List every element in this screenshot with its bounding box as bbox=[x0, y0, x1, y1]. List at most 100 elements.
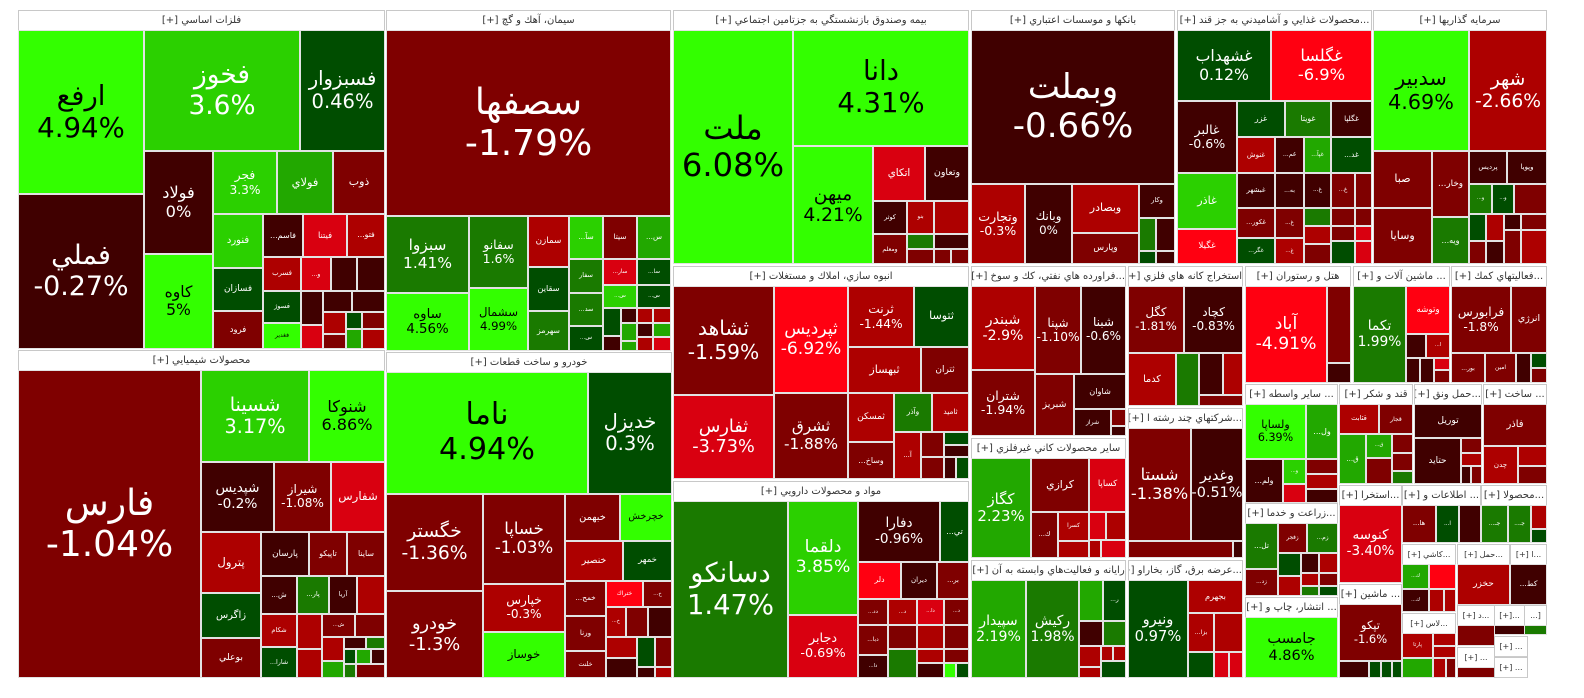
stock-tile[interactable]: اتكاي bbox=[873, 146, 925, 201]
stock-tile[interactable]: شبندر -2.9% bbox=[971, 286, 1035, 370]
stock-tile[interactable]: سفار bbox=[569, 259, 603, 293]
stock-tile[interactable]: خلنت bbox=[565, 651, 606, 678]
stock-tile-unlabeled[interactable] bbox=[1392, 471, 1413, 484]
stock-tile-unlabeled[interactable] bbox=[1319, 553, 1338, 573]
stock-tile-unlabeled[interactable] bbox=[1355, 173, 1372, 208]
stock-tile[interactable]: به... bbox=[1275, 173, 1304, 208]
stock-tile[interactable]: خ... bbox=[606, 607, 626, 637]
stock-tile[interactable]: فاسم... bbox=[263, 214, 303, 257]
sector-header[interactable]: قند و شكر [+] bbox=[1340, 385, 1412, 405]
stock-tile[interactable]: وكار bbox=[1139, 184, 1175, 218]
stock-tile-unlabeled[interactable] bbox=[1306, 459, 1338, 474]
stock-tile-unlabeled[interactable] bbox=[1355, 208, 1372, 226]
stock-tile-unlabeled[interactable] bbox=[921, 457, 944, 479]
stock-tile-unlabeled[interactable] bbox=[621, 323, 637, 341]
stock-tile-unlabeled[interactable] bbox=[1531, 353, 1547, 368]
stock-tile-unlabeled[interactable] bbox=[1531, 505, 1547, 529]
stock-tile[interactable]: شتران -1.94% bbox=[971, 370, 1035, 436]
stock-tile[interactable]: د... bbox=[944, 599, 969, 625]
stock-tile-unlabeled[interactable] bbox=[297, 614, 322, 649]
stock-tile[interactable]: خگستر -1.36% bbox=[386, 494, 483, 591]
stock-tile-unlabeled[interactable] bbox=[344, 637, 366, 649]
stock-tile-unlabeled[interactable] bbox=[1366, 458, 1392, 484]
stock-tile[interactable]: كسرا bbox=[1058, 512, 1089, 541]
stock-tile[interactable]: شكام bbox=[261, 614, 297, 647]
stock-tile-unlabeled[interactable] bbox=[322, 637, 344, 661]
stock-tile-unlabeled[interactable] bbox=[888, 625, 917, 649]
stock-tile[interactable]: سپيدار 2.19% bbox=[971, 580, 1026, 678]
stock-tile-unlabeled[interactable] bbox=[346, 329, 362, 349]
stock-tile[interactable]: خبهمن bbox=[565, 494, 620, 541]
stock-tile[interactable]: دبا... bbox=[858, 625, 888, 655]
stock-tile-unlabeled[interactable] bbox=[606, 637, 637, 658]
stock-tile[interactable]: خودرو -1.3% bbox=[386, 591, 483, 678]
stock-tile-unlabeled[interactable] bbox=[1079, 667, 1101, 678]
stock-tile-unlabeled[interactable] bbox=[1304, 226, 1331, 244]
stock-tile[interactable]: غگلپا bbox=[1331, 101, 1372, 137]
stock-tile-unlabeled[interactable] bbox=[637, 637, 655, 667]
stock-tile-unlabeled[interactable] bbox=[1531, 368, 1547, 383]
sector-header[interactable]: هتل و رستوران [+] bbox=[1246, 267, 1350, 287]
stock-tile-unlabeled[interactable] bbox=[1433, 646, 1456, 658]
stock-tile[interactable]: كنوسه -3.40% bbox=[1339, 505, 1402, 583]
sector-header[interactable]: ... اطلاعات و [+] bbox=[1403, 486, 1480, 506]
sector-header[interactable]: محصولات شيميايي [+] bbox=[19, 351, 384, 371]
stock-tile[interactable]: غگلسا -6.9% bbox=[1271, 30, 1372, 101]
stock-tile-unlabeled[interactable] bbox=[907, 249, 934, 264]
stock-tile-unlabeled[interactable] bbox=[1457, 667, 1495, 678]
sector-header[interactable]: سرمايه گذاريها [+] bbox=[1374, 11, 1546, 31]
stock-tile-unlabeled[interactable] bbox=[1139, 251, 1156, 264]
stock-tile-unlabeled[interactable] bbox=[1113, 646, 1126, 661]
stock-tile-unlabeled[interactable] bbox=[653, 308, 671, 323]
stock-tile-unlabeled[interactable] bbox=[346, 312, 362, 329]
stock-tile-unlabeled[interactable] bbox=[1514, 184, 1547, 214]
stock-tile[interactable]: غنوش bbox=[1237, 137, 1275, 173]
stock-tile[interactable]: تي... bbox=[940, 501, 969, 562]
stock-tile-unlabeled[interactable] bbox=[1156, 218, 1175, 251]
stock-tile-unlabeled[interactable] bbox=[1516, 353, 1531, 383]
stock-tile-unlabeled[interactable] bbox=[362, 312, 385, 329]
stock-tile-unlabeled[interactable] bbox=[1504, 230, 1521, 264]
stock-tile[interactable]: غد... bbox=[1331, 137, 1372, 173]
stock-tile-unlabeled[interactable] bbox=[944, 432, 969, 445]
stock-tile[interactable]: سبزوا 1.41% bbox=[386, 216, 469, 293]
stock-tile-unlabeled[interactable] bbox=[934, 234, 969, 249]
stock-tile-unlabeled[interactable] bbox=[653, 323, 671, 337]
stock-tile[interactable]: شارا... bbox=[261, 647, 297, 678]
stock-tile-unlabeled[interactable] bbox=[934, 249, 951, 264]
stock-tile[interactable]: شپديس -0.2% bbox=[201, 462, 274, 532]
sector-header[interactable]: انبوه سازي، املاك و مستغلات [+] bbox=[674, 267, 968, 287]
stock-tile[interactable]: سهرمز bbox=[528, 311, 569, 351]
stock-tile-unlabeled[interactable] bbox=[1459, 505, 1481, 543]
stock-tile[interactable]: غ... bbox=[1275, 238, 1304, 264]
stock-tile-unlabeled[interactable] bbox=[944, 625, 969, 649]
stock-tile[interactable]: ختراك bbox=[606, 581, 643, 607]
stock-tile[interactable]: ثشاهد -1.59% bbox=[673, 286, 774, 395]
stock-tile-unlabeled[interactable] bbox=[888, 649, 917, 678]
stock-tile-unlabeled[interactable] bbox=[1304, 208, 1331, 226]
stock-tile[interactable]: دلر bbox=[858, 562, 901, 599]
stock-tile[interactable]: شيراز -1.08% bbox=[274, 462, 331, 532]
stock-tile-unlabeled[interactable] bbox=[1461, 453, 1482, 466]
stock-tile-unlabeled[interactable] bbox=[356, 649, 371, 664]
stock-tile[interactable]: شاوان bbox=[1074, 374, 1126, 409]
stock-tile[interactable]: پار... bbox=[297, 576, 329, 614]
stock-tile[interactable]: پارسان bbox=[261, 532, 309, 576]
stock-tile[interactable]: ر... bbox=[1103, 580, 1126, 621]
stock-tile-unlabeled[interactable] bbox=[1531, 529, 1547, 543]
stock-tile[interactable]: غ... bbox=[1275, 208, 1304, 238]
sector-header[interactable]: ساير محصولات كاني غيرفلزي [+] bbox=[972, 439, 1125, 459]
stock-tile[interactable]: كاوه 5% bbox=[144, 254, 213, 349]
stock-tile[interactable]: فسبزوار 0.46% bbox=[300, 30, 385, 151]
stock-tile-unlabeled[interactable] bbox=[944, 457, 956, 479]
stock-tile[interactable]: وبملت -0.66% bbox=[971, 30, 1175, 184]
stock-tile-unlabeled[interactable] bbox=[1369, 661, 1381, 678]
stock-tile[interactable]: بزا... bbox=[1188, 613, 1214, 652]
stock-tile[interactable]: دد... bbox=[858, 599, 888, 625]
stock-tile-unlabeled[interactable] bbox=[1058, 541, 1089, 558]
stock-tile[interactable]: سمازن bbox=[528, 216, 569, 267]
stock-tile-unlabeled[interactable] bbox=[648, 607, 672, 637]
stock-tile-unlabeled[interactable] bbox=[944, 663, 956, 678]
stock-tile[interactable]: كوثر bbox=[873, 201, 907, 234]
stock-tile[interactable]: فملي -0.27% bbox=[18, 194, 144, 349]
